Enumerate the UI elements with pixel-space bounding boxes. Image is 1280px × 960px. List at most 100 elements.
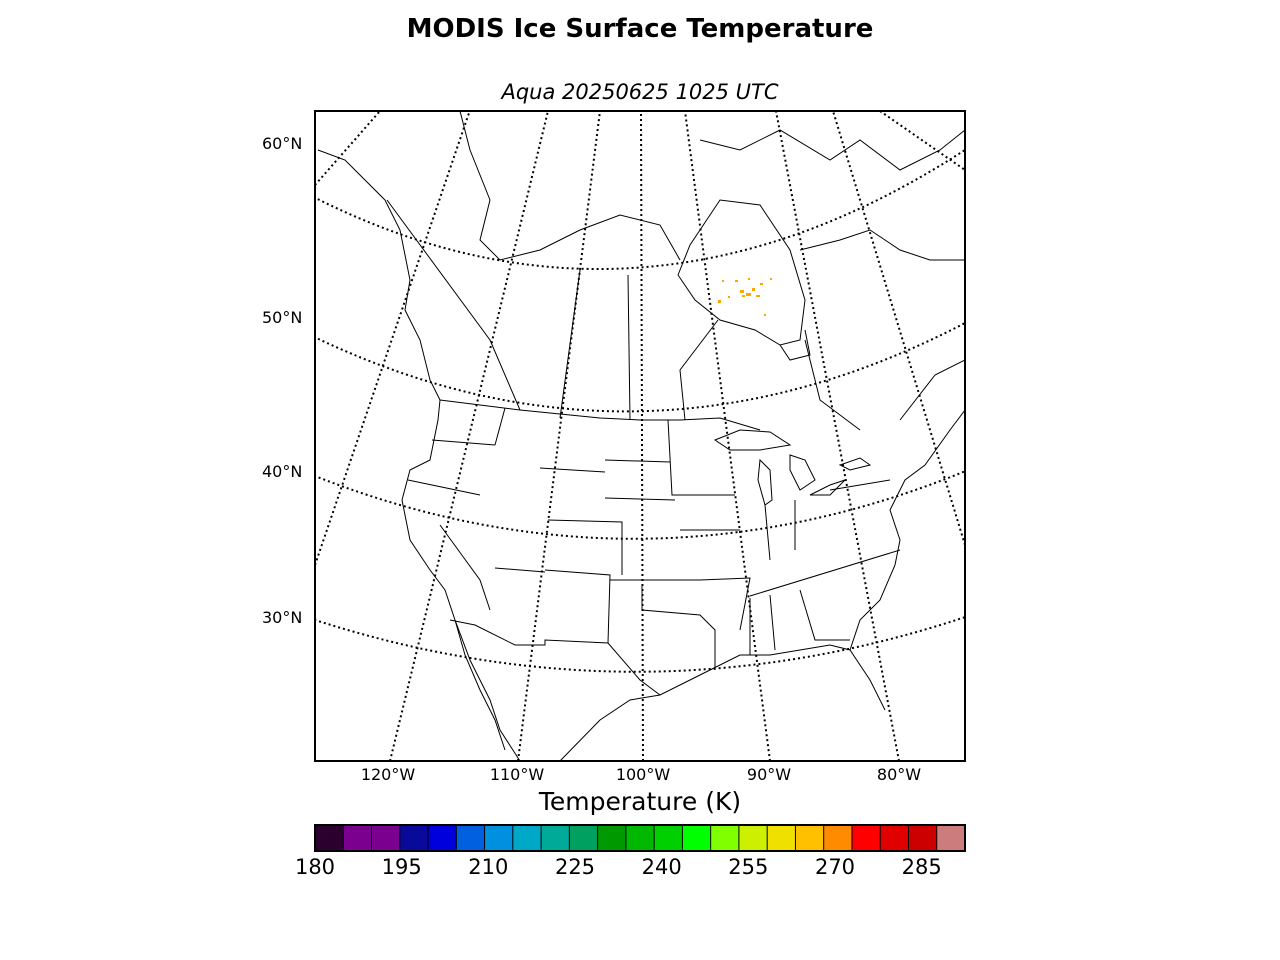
temp-pixel [742, 295, 745, 297]
map-subtitle: Aqua 20250625 1025 UTC [501, 80, 779, 104]
atlantic-coastline [889, 409, 965, 566]
province-border-mb-on [679, 319, 719, 421]
colorbar-segment [597, 825, 627, 851]
hudson-bay-coastline [677, 199, 806, 346]
temp-pixel [722, 280, 724, 282]
state-border-pa-ny [829, 479, 891, 491]
colorbar-segment [456, 825, 486, 851]
graticule-parallels [315, 148, 965, 673]
meridian-90w [684, 111, 771, 761]
coastlines [317, 111, 965, 761]
parallel-60n [315, 148, 965, 270]
state-border-co [547, 519, 623, 575]
pacific-coastline [317, 149, 521, 761]
temp-pixel [748, 278, 750, 280]
state-border-sd-ne [604, 497, 676, 501]
colorbar-segment [823, 825, 853, 851]
colorbar-tick-label: 240 [641, 855, 682, 879]
lon-label-120w: 120°W [360, 765, 416, 784]
canada-us-border [439, 399, 761, 431]
meridian-110w [517, 111, 601, 761]
meridian-70w [832, 111, 965, 546]
arctic-coastline [459, 111, 681, 261]
colorbar-tick-label: 270 [814, 855, 856, 879]
arctic-islands [699, 129, 965, 171]
state-border-nm [544, 569, 611, 644]
meridian-100w [640, 111, 644, 761]
colorbar-tick-label: 285 [901, 855, 942, 879]
colorbar-segment [399, 825, 429, 851]
colorbar-tick-label: 180 [294, 855, 336, 879]
temp-pixel [752, 288, 755, 291]
colorbar-tick-label: 225 [554, 855, 596, 879]
colorbar-segment [541, 825, 570, 851]
parallel-30n [315, 615, 965, 673]
state-border-mn [667, 419, 735, 496]
state-border-nd-sd [604, 459, 671, 463]
gulf-coastline [559, 644, 886, 761]
colorbar-segment [512, 825, 542, 851]
colorbar-segment [315, 825, 344, 851]
colorbar-title: Temperature (K) [538, 787, 742, 816]
lon-label-90w: 90°W [746, 765, 792, 784]
colorbar-segment [371, 825, 401, 851]
political-borders [386, 199, 901, 696]
parallel-50n [315, 321, 965, 413]
province-border-sk-mb [627, 274, 631, 421]
colorbar-segment [738, 825, 768, 851]
temp-pixel [760, 283, 763, 285]
colorbar-segment [654, 825, 683, 851]
lon-label-80w: 80°W [876, 765, 922, 784]
florida-coastline [849, 564, 896, 651]
labrador-coastline [799, 229, 965, 261]
colorbar-segment [767, 825, 796, 851]
state-border-tn-ky [749, 549, 901, 597]
temp-pixel [756, 295, 760, 297]
lake-michigan [757, 458, 773, 506]
st-lawrence-coastline [899, 359, 965, 421]
state-border-wa-or [431, 439, 496, 446]
temp-pixel [764, 314, 766, 316]
us-mexico-border [449, 619, 661, 696]
colorbar-tick-label: 255 [728, 855, 769, 879]
colorbar-segment [569, 825, 599, 851]
james-bay-coastline [779, 329, 811, 361]
lat-label-40n: 40°N [262, 462, 303, 481]
colorbar-segment [710, 825, 740, 851]
colorbar-frame [314, 824, 966, 852]
province-border-bc-ab [386, 199, 521, 411]
colorbar-tick-label: 210 [468, 855, 509, 879]
lat-label-50n: 50°N [262, 308, 303, 327]
state-border-or-ca [407, 479, 481, 496]
temp-pixel [740, 290, 744, 293]
colorbar-segment [625, 825, 655, 851]
colorbar-segment [936, 825, 966, 851]
lat-label-60n: 60°N [262, 134, 303, 153]
lake-superior [713, 429, 792, 451]
temp-pixel [746, 293, 751, 296]
colorbar-segment [682, 825, 712, 851]
lon-label-100w: 100°W [615, 765, 671, 784]
state-border-tx [641, 585, 716, 670]
ice-temperature-pixels [718, 278, 772, 316]
state-border-ms-al [749, 594, 776, 655]
meridian-80w [775, 111, 900, 761]
province-border-ab-sk [559, 269, 581, 419]
state-border-az [494, 567, 546, 573]
graticule-meridians [315, 111, 965, 761]
colorbar-segment [851, 825, 881, 851]
lake-huron [789, 454, 816, 491]
map-content [315, 111, 965, 761]
colorbar [315, 825, 966, 851]
colorbar-segment [880, 825, 909, 851]
colorbar-segment [908, 825, 938, 851]
state-border-ga-fl [799, 589, 850, 641]
map-title: MODIS Ice Surface Temperature [406, 14, 874, 44]
state-border-ca-nv [439, 524, 491, 611]
map-frame [314, 110, 966, 762]
meridian-120w [389, 111, 549, 761]
temp-pixel [735, 280, 738, 282]
lon-label-110w: 110°W [489, 765, 545, 784]
meridian-edge-ne [879, 111, 965, 171]
